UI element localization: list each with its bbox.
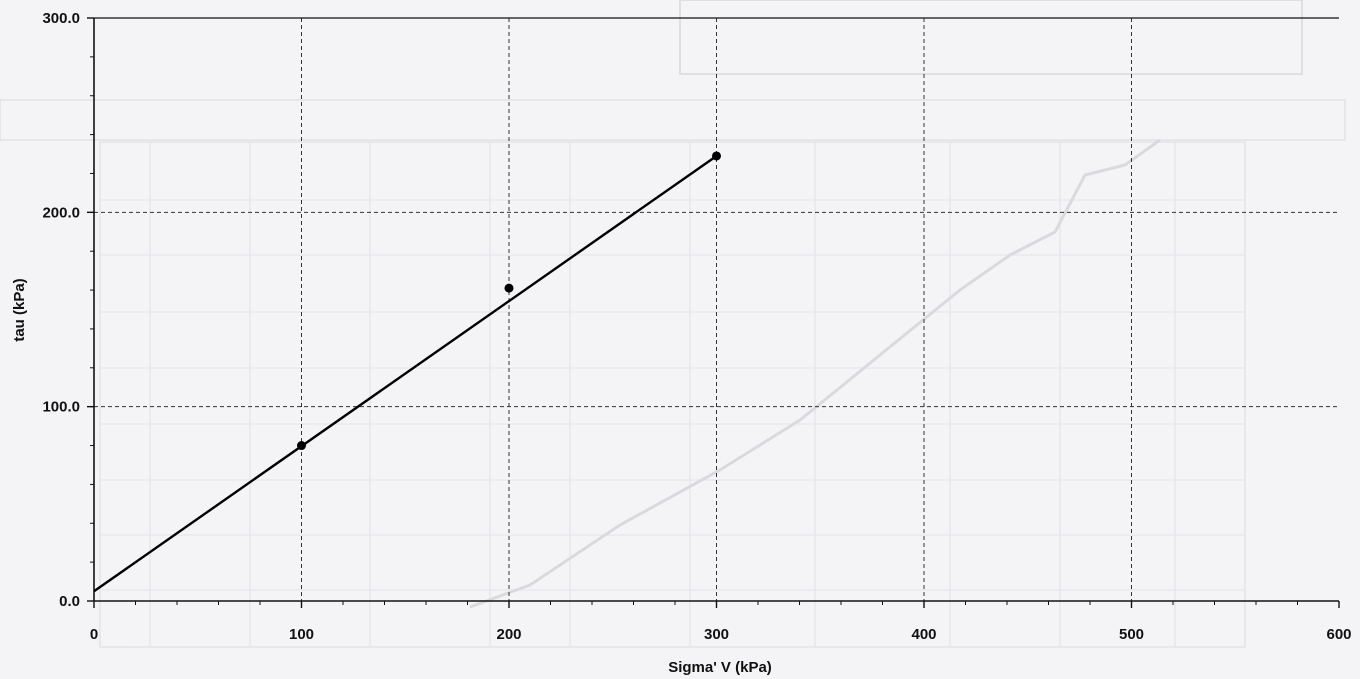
y-tick-label: 200.0 [42, 204, 80, 221]
bleed-through-decoration [0, 0, 1346, 648]
x-tick-label: 400 [911, 626, 936, 643]
trend-line [93, 154, 718, 593]
x-ticks: 0 100 200 300 400 500 600 [90, 601, 1352, 643]
data-point [504, 283, 514, 293]
x-tick-label: 500 [1119, 626, 1144, 643]
grid-lines [94, 18, 1339, 601]
x-axis-title: Sigma' V (kPa) [668, 659, 772, 676]
y-tick-label: 0.0 [59, 593, 80, 610]
y-tick-label: 100.0 [42, 399, 80, 416]
x-tick-label: 600 [1326, 626, 1351, 643]
x-tick-label: 0 [90, 626, 98, 643]
data-point [712, 151, 721, 161]
plot-marks [93, 151, 721, 593]
y-tick-label: 300.0 [42, 10, 80, 27]
y-ticks: 0.0 100.0 200.0 300.0 [42, 10, 94, 610]
y-axis-title: tau (kPa) [11, 278, 28, 341]
data-point [297, 441, 306, 451]
x-tick-label: 100 [289, 626, 314, 643]
x-tick-label: 200 [496, 626, 521, 643]
x-tick-label: 300 [704, 626, 729, 643]
